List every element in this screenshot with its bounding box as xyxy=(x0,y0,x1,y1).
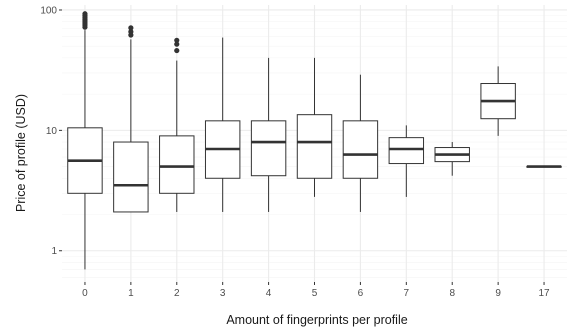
box-7 xyxy=(388,125,425,197)
x-tick-label: 4 xyxy=(266,288,272,299)
outlier-point xyxy=(128,29,134,35)
box-body xyxy=(296,114,333,179)
box-body xyxy=(388,137,425,165)
x-axis: 0 1 2 3 4 5 6 7 8 9 17 xyxy=(82,282,550,299)
x-tick-label: 17 xyxy=(538,288,550,299)
outlier-point xyxy=(174,37,180,43)
boxes xyxy=(67,11,562,270)
x-tick-label: 5 xyxy=(312,288,318,299)
box-body xyxy=(342,120,379,179)
box-3 xyxy=(204,37,241,212)
box-2 xyxy=(159,37,195,212)
x-tick-label: 1 xyxy=(128,288,134,299)
box-6 xyxy=(342,74,379,212)
x-tick-label: 7 xyxy=(404,288,410,299)
x-tick-label: 3 xyxy=(220,288,226,299)
box-0 xyxy=(67,11,103,270)
box-body xyxy=(159,135,195,194)
x-tick-label: 0 xyxy=(82,288,88,299)
x-tick-label: 6 xyxy=(358,288,364,299)
x-tick-label: 2 xyxy=(174,288,180,299)
box-1 xyxy=(113,25,149,213)
box-9 xyxy=(480,66,516,136)
outlier-point xyxy=(174,41,180,47)
y-tick-label: 100 xyxy=(40,5,57,16)
box-17 xyxy=(526,165,562,168)
y-axis-title: Price of profile (USD) xyxy=(14,94,28,212)
outlier-point xyxy=(174,47,180,54)
box-body xyxy=(250,120,287,177)
y-axis: 1 10 100 xyxy=(40,5,62,257)
box-5 xyxy=(296,57,333,197)
x-tick-label: 9 xyxy=(495,288,501,299)
x-tick-label: 8 xyxy=(449,288,455,299)
box-body xyxy=(113,141,149,213)
outlier-point xyxy=(128,25,134,31)
y-tick-label: 10 xyxy=(46,126,58,137)
x-axis-title: Amount of fingerprints per profile xyxy=(226,313,407,327)
box-8 xyxy=(434,142,470,176)
box-4 xyxy=(250,57,287,212)
outlier-point xyxy=(82,11,88,17)
y-tick-label: 1 xyxy=(51,246,57,257)
